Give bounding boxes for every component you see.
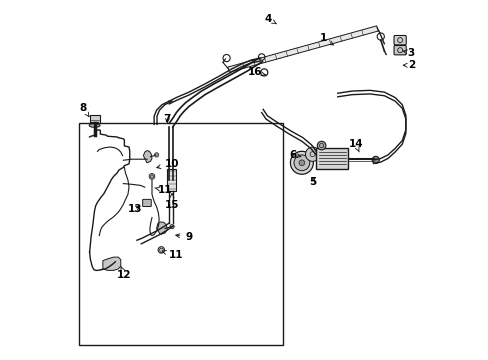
Bar — [316, 148, 348, 169]
Text: 10: 10 — [157, 159, 179, 169]
Text: 8: 8 — [80, 103, 89, 117]
Text: 6: 6 — [289, 150, 300, 160]
Circle shape — [293, 155, 309, 171]
Ellipse shape — [89, 124, 100, 127]
Circle shape — [169, 225, 174, 229]
Polygon shape — [102, 257, 121, 270]
Text: 15: 15 — [164, 194, 179, 210]
Text: 13: 13 — [128, 204, 142, 214]
Text: 3: 3 — [403, 48, 414, 58]
Polygon shape — [156, 222, 167, 234]
FancyBboxPatch shape — [393, 36, 406, 45]
Polygon shape — [143, 150, 152, 163]
Circle shape — [305, 147, 319, 161]
FancyBboxPatch shape — [142, 199, 151, 207]
Circle shape — [298, 160, 304, 166]
Text: 11: 11 — [162, 250, 183, 260]
Text: 14: 14 — [347, 139, 362, 152]
Text: 4: 4 — [264, 14, 276, 24]
Circle shape — [371, 156, 379, 163]
Text: 2: 2 — [403, 60, 414, 70]
Circle shape — [154, 153, 159, 157]
Circle shape — [149, 174, 155, 179]
Bar — [79, 123, 283, 345]
Text: 9: 9 — [175, 232, 192, 242]
Text: 1: 1 — [319, 33, 333, 45]
Text: 7: 7 — [163, 114, 171, 124]
Text: 11: 11 — [155, 185, 172, 195]
Circle shape — [290, 151, 313, 174]
Bar — [89, 116, 100, 123]
FancyBboxPatch shape — [393, 45, 406, 55]
Bar — [166, 169, 176, 191]
Circle shape — [317, 141, 325, 150]
Polygon shape — [227, 26, 377, 72]
Text: 16: 16 — [247, 67, 265, 77]
Circle shape — [158, 247, 164, 253]
Text: 12: 12 — [117, 267, 131, 280]
Text: 5: 5 — [308, 177, 316, 187]
